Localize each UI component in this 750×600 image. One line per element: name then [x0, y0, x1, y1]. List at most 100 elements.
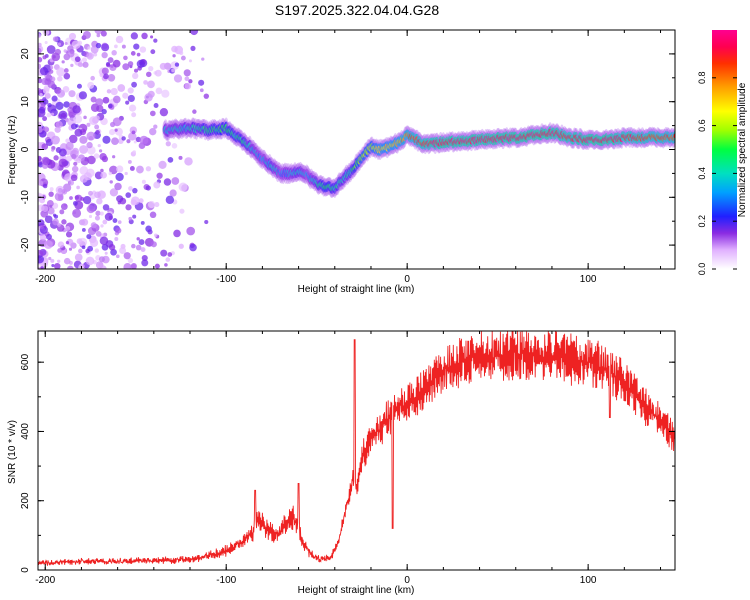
noise-speck [112, 218, 118, 223]
signal-ridge [162, 117, 675, 198]
spectrogram-x-label: Height of straight line (km) [298, 284, 415, 295]
spectrogram-y-axis: -20 -10 0 10 20 [20, 29, 675, 270]
noise-speck [127, 159, 132, 164]
noise-speck [141, 179, 146, 184]
noise-speck [114, 128, 118, 132]
x-tick-label: -200 [35, 575, 55, 586]
y-tick-label: 10 [20, 96, 31, 108]
noise-speck [158, 160, 167, 169]
noise-speck [69, 196, 73, 200]
noise-speck [63, 257, 71, 265]
noise-speck [186, 226, 196, 236]
noise-speck [81, 218, 89, 226]
noise-speck [145, 185, 151, 191]
noise-speck [122, 63, 130, 71]
noise-speck [82, 61, 89, 68]
noise-speck [66, 265, 74, 269]
noise-speck [169, 189, 177, 197]
noise-speck [38, 155, 42, 161]
noise-speck [95, 98, 104, 107]
noise-speck [94, 215, 101, 221]
colorbar-gradient [712, 30, 737, 269]
noise-speck [116, 165, 124, 173]
noise-speck [93, 52, 98, 57]
noise-speck [125, 100, 130, 105]
noise-speck [46, 200, 54, 207]
noise-speck [123, 263, 132, 269]
noise-speck [145, 71, 152, 78]
noise-speck [87, 46, 91, 50]
noise-speck [63, 49, 67, 53]
noise-speck [41, 156, 50, 165]
noise-speck [74, 253, 83, 262]
noise-speck [117, 84, 126, 92]
noise-speck [57, 42, 62, 47]
noise-speck [115, 254, 120, 259]
noise-speck [38, 255, 45, 264]
noise-speck [112, 95, 121, 104]
noise-speck [53, 155, 59, 161]
noise-speck [99, 73, 104, 78]
noise-speck [125, 204, 132, 211]
noise-speck [65, 141, 74, 151]
noise-speck [115, 172, 124, 182]
noise-speck [136, 237, 140, 241]
noise-speck [68, 32, 77, 40]
x-tick-label: -200 [35, 274, 55, 285]
noise-speck [104, 251, 108, 255]
noise-speck [79, 145, 88, 154]
noise-speck [130, 262, 137, 269]
spectrogram-frame [37, 29, 676, 270]
noise-speck [138, 198, 144, 204]
noise-speck [42, 30, 50, 36]
y-tick-label: -10 [20, 190, 31, 205]
noise-speck [127, 87, 134, 94]
noise-speck [57, 248, 62, 253]
noise-speck [88, 135, 94, 141]
noise-speck [110, 87, 118, 96]
noise-speck [110, 64, 114, 68]
noise-speck [103, 73, 109, 80]
noise-speck [140, 247, 146, 253]
noise-speck [165, 195, 175, 205]
noise-speck [100, 168, 104, 173]
y-tick-label: 0 [20, 567, 31, 573]
noise-speck [107, 103, 113, 109]
noise-speck [112, 155, 116, 159]
noise-speck [119, 247, 127, 254]
noise-speck [128, 186, 133, 191]
noise-speck [76, 83, 82, 89]
noise-speck [134, 68, 139, 73]
noise-speck [189, 243, 197, 252]
noise-speck [98, 149, 103, 153]
noise-speck [38, 126, 43, 133]
noise-speck [150, 241, 157, 248]
noise-speck [188, 79, 193, 84]
noise-speck [147, 229, 153, 235]
noise-speckle [38, 30, 210, 269]
noise-speck [108, 244, 116, 251]
snr-frame [37, 330, 676, 571]
noise-speck [184, 157, 193, 166]
noise-speck [46, 233, 52, 240]
spectrogram-plot-area [38, 30, 675, 269]
noise-speck [38, 47, 42, 55]
noise-speck [139, 135, 149, 145]
noise-speck [106, 63, 111, 68]
noise-speck [86, 141, 93, 149]
noise-speck [184, 82, 192, 90]
noise-speck [44, 92, 51, 99]
noise-speck [153, 124, 158, 129]
noise-speck [130, 32, 138, 40]
noise-speck [141, 254, 148, 262]
noise-speck [89, 116, 99, 126]
noise-speck [70, 174, 78, 182]
noise-speck [132, 187, 138, 194]
noise-speck [41, 143, 49, 150]
noise-speck [116, 195, 124, 203]
noise-speck [201, 57, 205, 61]
noise-speck [39, 66, 49, 76]
noise-speck [109, 188, 119, 197]
noise-speck [54, 262, 61, 269]
noise-speck [192, 109, 197, 114]
